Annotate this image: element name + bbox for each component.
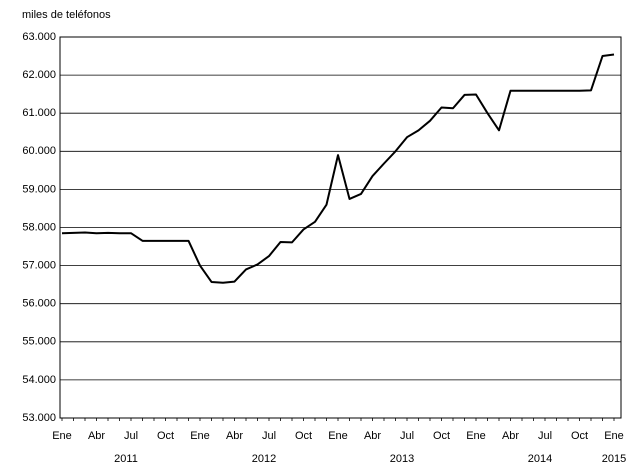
year-label: 2013	[390, 453, 414, 465]
y-tick-label: 56.000	[22, 298, 56, 310]
y-tick-label: 57.000	[22, 260, 56, 272]
x-tick-label: Jul	[124, 430, 138, 442]
y-tick-label: 63.000	[22, 31, 56, 43]
x-tick-label: Ene	[52, 430, 72, 442]
x-tick-label: Jul	[400, 430, 414, 442]
y-tick-label: 54.000	[22, 374, 56, 386]
x-tick-label: Jul	[262, 430, 276, 442]
y-tick-label: 59.000	[22, 183, 56, 195]
x-tick-label: Ene	[328, 430, 348, 442]
y-tick-label: 61.000	[22, 107, 56, 119]
x-tick-label: Oct	[295, 430, 312, 442]
x-tick-label: Abr	[88, 430, 105, 442]
y-tick-label: 62.000	[22, 69, 56, 81]
x-tick-label: Oct	[433, 430, 450, 442]
x-tick-label: Abr	[364, 430, 381, 442]
x-tick-label: Abr	[502, 430, 519, 442]
y-tick-label: 53.000	[22, 412, 56, 424]
y-tick-label: 55.000	[22, 336, 56, 348]
x-tick-label: Ene	[190, 430, 210, 442]
y-tick-label: 58.000	[22, 221, 56, 233]
y-tick-label: 60.000	[22, 145, 56, 157]
year-label: 2012	[252, 453, 276, 465]
x-tick-label: Oct	[571, 430, 588, 442]
x-tick-label: Jul	[538, 430, 552, 442]
plot-frame	[59, 36, 622, 419]
x-tick-label: Abr	[226, 430, 243, 442]
x-tick-label: Ene	[604, 430, 624, 442]
x-tick-label: Ene	[466, 430, 486, 442]
chart-title: miles de teléfonos	[22, 9, 111, 21]
year-label: 2014	[528, 453, 552, 465]
x-tick-label: Oct	[157, 430, 174, 442]
year-label: 2015	[602, 453, 626, 465]
year-label: 2011	[114, 453, 138, 465]
line-series	[61, 53, 615, 284]
